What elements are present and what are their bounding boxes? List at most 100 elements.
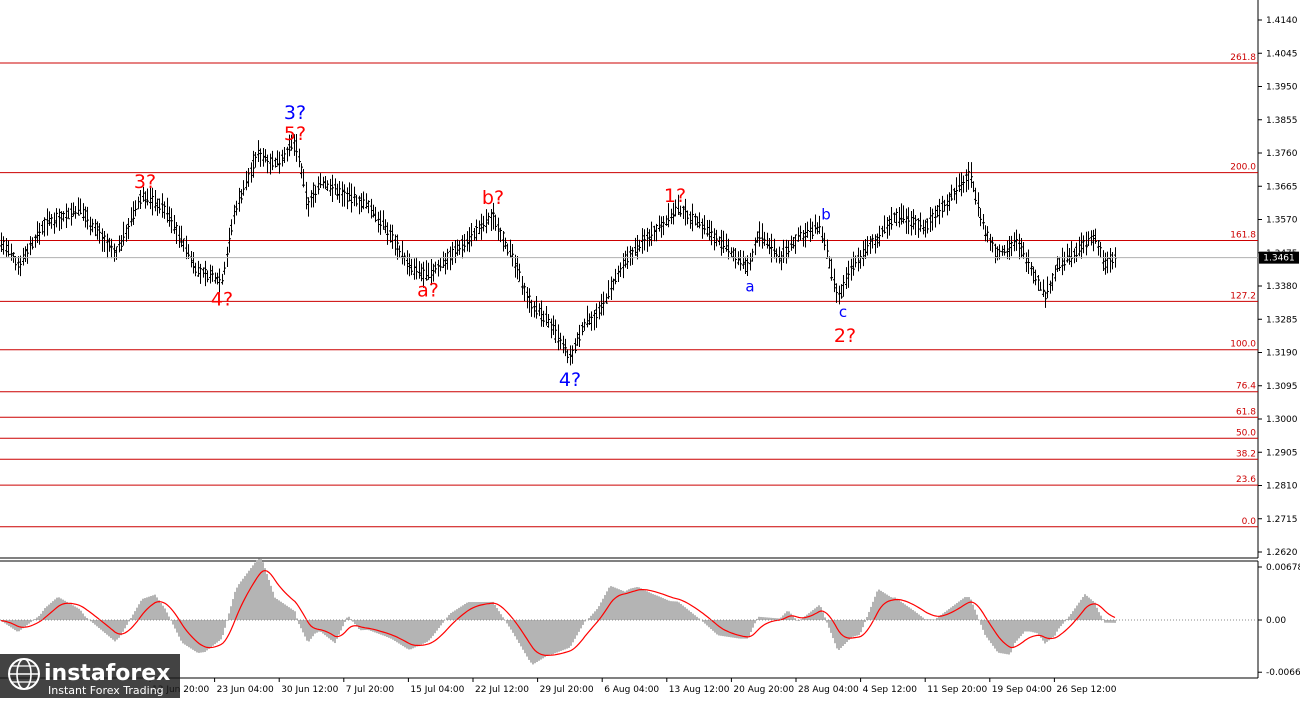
osc-bar (760, 617, 762, 620)
osc-bar (550, 620, 552, 655)
osc-bar (790, 614, 792, 620)
osc-bar (820, 607, 822, 620)
osc-bar (558, 620, 560, 652)
osc-bar (614, 588, 616, 620)
wave-label: a (745, 277, 754, 295)
osc-bar (426, 620, 428, 642)
osc-bar (488, 602, 490, 620)
osc-bar (400, 620, 402, 645)
osc-bar (994, 620, 996, 649)
osc-bar (406, 620, 408, 649)
osc-bar (906, 606, 908, 620)
osc-bar (968, 597, 970, 620)
osc-bar (224, 620, 226, 628)
osc-bar (596, 609, 598, 620)
osc-bar (606, 591, 608, 620)
osc-bar (374, 620, 376, 632)
osc-bar (992, 620, 994, 646)
osc-bar (706, 620, 708, 625)
osc-bar (658, 596, 660, 620)
osc-bar (454, 610, 456, 620)
osc-bar (412, 620, 414, 648)
osc-bar (258, 559, 260, 620)
price-tick-label: 1.2715 (1266, 515, 1298, 525)
osc-bar (862, 620, 864, 627)
osc-bar (278, 600, 280, 620)
osc-bar (160, 603, 162, 620)
osc-bar (656, 596, 658, 620)
osc-bar (914, 611, 916, 620)
osc-bar (502, 617, 504, 620)
osc-bar (1096, 608, 1098, 620)
osc-bar (256, 560, 258, 620)
osc-bar (546, 620, 548, 656)
osc-bar (1038, 620, 1040, 635)
osc-bar (644, 590, 646, 620)
osc-bar (1000, 620, 1002, 653)
osc-bar (1088, 598, 1090, 620)
price-tick-label: 1.3760 (1266, 149, 1298, 159)
osc-bar (436, 620, 438, 631)
fib-level-label: 50.0 (1236, 428, 1256, 438)
price-tick-label: 1.3855 (1266, 116, 1298, 126)
osc-bar (332, 620, 334, 641)
time-tick-label: 11 Sep 20:00 (927, 685, 987, 695)
osc-bar (250, 568, 252, 620)
osc-bar (304, 620, 306, 637)
osc-bar (612, 587, 614, 620)
osc-bar (192, 620, 194, 650)
price-tick-label: 1.3190 (1266, 349, 1298, 359)
osc-bar (786, 611, 788, 620)
osc-bar (566, 620, 568, 649)
osc-bar (1042, 620, 1044, 641)
wave-label: 3? (134, 171, 156, 193)
osc-bar (582, 620, 584, 625)
osc-bar (1068, 617, 1070, 620)
osc-bar (56, 598, 58, 620)
osc-bar (1108, 620, 1110, 623)
osc-bar (292, 610, 294, 620)
osc-bar (672, 601, 674, 620)
osc-bar (442, 620, 444, 623)
osc-bar (796, 620, 798, 621)
osc-bar (666, 600, 668, 620)
price-tick-label: 1.3000 (1266, 415, 1298, 425)
time-tick-label: 28 Aug 04:00 (798, 685, 859, 695)
osc-bar (572, 620, 574, 642)
osc-bar (260, 559, 262, 620)
osc-bar (154, 595, 156, 620)
osc-bar (766, 617, 768, 620)
osc-bar (358, 620, 360, 629)
osc-bar (182, 620, 184, 643)
osc-bar (306, 620, 308, 641)
osc-bar (1066, 619, 1068, 620)
osc-bar (1100, 616, 1102, 620)
osc-bar (390, 620, 392, 639)
osc-bar (718, 620, 720, 635)
fib-level-label: 23.6 (1236, 475, 1256, 485)
osc-bar (954, 605, 956, 620)
osc-bar (980, 620, 982, 625)
osc-bar (178, 620, 180, 637)
osc-bar (594, 611, 596, 620)
osc-bar (118, 620, 120, 638)
osc-bar (234, 592, 236, 620)
osc-bar (72, 605, 74, 620)
time-tick-label: 6 Aug 04:00 (604, 685, 659, 695)
osc-bar (680, 604, 682, 620)
osc-bar (24, 620, 26, 627)
osc-bar (450, 613, 452, 620)
osc-bar (210, 620, 212, 647)
osc-bar (1094, 603, 1096, 620)
osc-bar (928, 619, 930, 620)
osc-bar (892, 598, 894, 620)
osc-bar (282, 603, 284, 620)
osc-bar (542, 620, 544, 658)
osc-bar (94, 620, 96, 625)
fib-level-label: 200.0 (1230, 163, 1256, 173)
osc-bar (432, 620, 434, 636)
osc-bar (1006, 620, 1008, 654)
osc-bar (314, 620, 316, 634)
osc-bar (590, 616, 592, 620)
osc-bar (574, 620, 576, 639)
